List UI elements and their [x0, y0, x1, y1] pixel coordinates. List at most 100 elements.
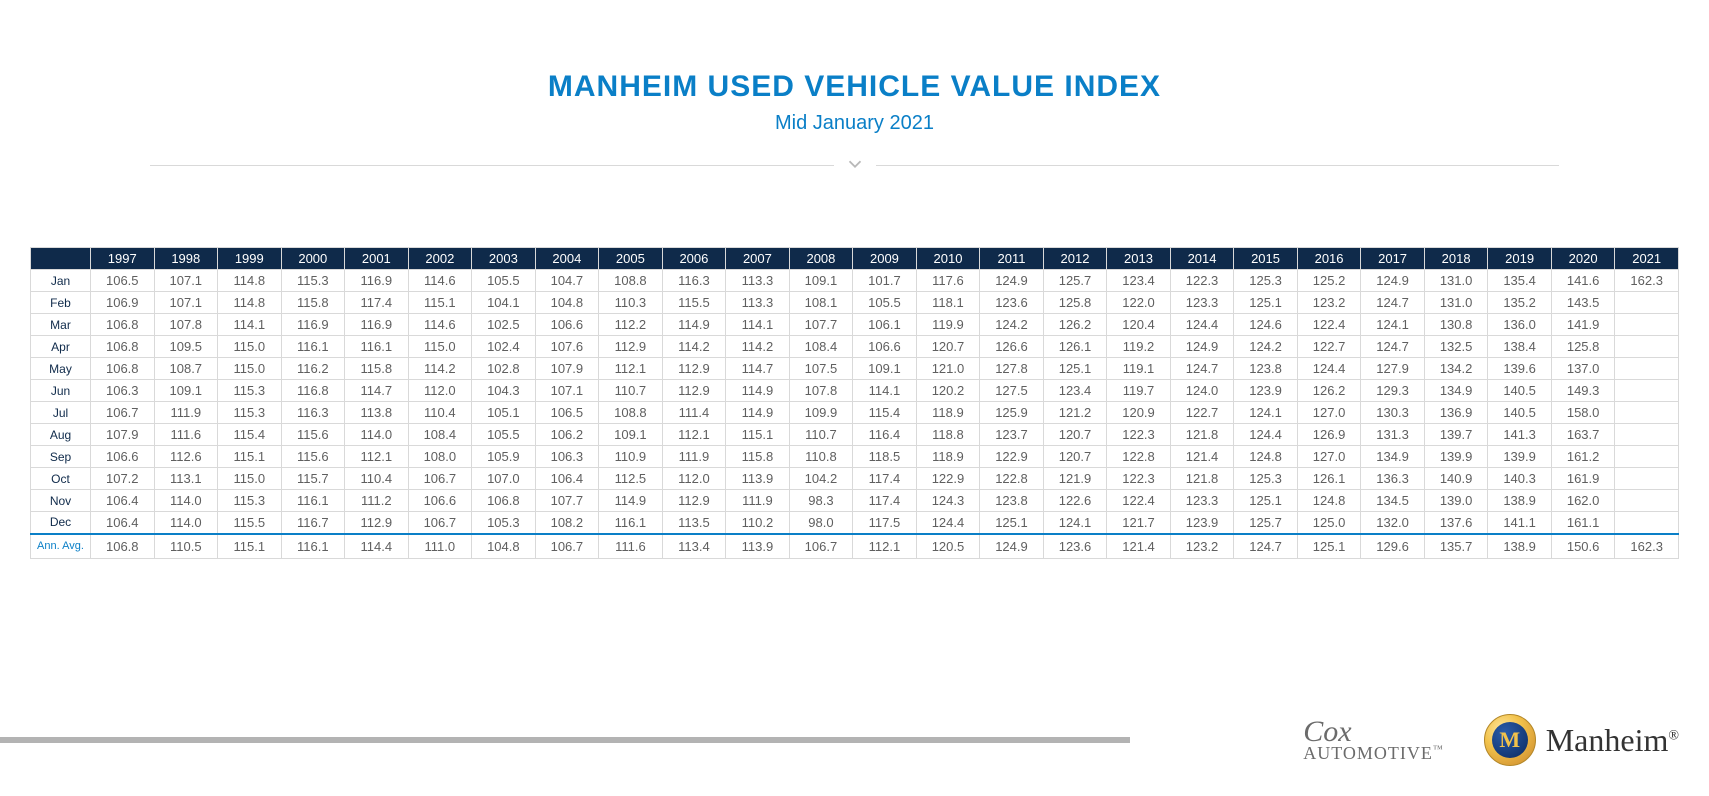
data-cell: 105.5 — [472, 270, 536, 292]
data-cell: 134.9 — [1424, 380, 1488, 402]
data-cell: 107.9 — [535, 358, 599, 380]
data-cell: 107.5 — [789, 358, 853, 380]
data-cell: 124.7 — [1170, 358, 1234, 380]
data-cell: 118.5 — [853, 446, 917, 468]
data-cell: 114.9 — [662, 314, 726, 336]
data-cell: 110.5 — [154, 534, 218, 559]
col-header-blank — [31, 248, 91, 270]
col-header-year: 2010 — [916, 248, 980, 270]
data-cell: 114.2 — [662, 336, 726, 358]
data-cell: 106.8 — [472, 490, 536, 512]
col-header-year: 2018 — [1424, 248, 1488, 270]
data-cell: 162.3 — [1615, 270, 1679, 292]
data-cell: 131.0 — [1424, 270, 1488, 292]
data-cell: 115.4 — [218, 424, 282, 446]
data-cell: 161.9 — [1551, 468, 1615, 490]
data-cell: 125.0 — [1297, 512, 1361, 534]
data-cell: 122.6 — [1043, 490, 1107, 512]
data-cell: 125.8 — [1551, 336, 1615, 358]
cox-automotive-logo: Cox AUTOMOTIVE™ — [1303, 718, 1443, 761]
data-cell: 115.6 — [281, 424, 345, 446]
data-cell: 162.0 — [1551, 490, 1615, 512]
data-cell: 115.1 — [218, 534, 282, 559]
data-cell: 138.9 — [1488, 534, 1552, 559]
data-cell: 106.8 — [91, 336, 155, 358]
data-cell: 112.9 — [662, 380, 726, 402]
data-cell: 124.2 — [1234, 336, 1298, 358]
data-cell: 119.7 — [1107, 380, 1171, 402]
data-cell — [1615, 490, 1679, 512]
data-cell: 138.9 — [1488, 490, 1552, 512]
data-cell: 149.3 — [1551, 380, 1615, 402]
col-header-year: 2008 — [789, 248, 853, 270]
data-cell: 132.5 — [1424, 336, 1488, 358]
row-label-month: Oct — [31, 468, 91, 490]
data-cell: 119.2 — [1107, 336, 1171, 358]
data-cell: 114.8 — [218, 270, 282, 292]
data-cell: 105.9 — [472, 446, 536, 468]
data-cell: 124.9 — [1361, 270, 1425, 292]
data-cell: 116.9 — [281, 314, 345, 336]
table-row-annual-avg: Ann. Avg.106.8110.5115.1116.1114.4111.01… — [31, 534, 1679, 559]
data-cell: 102.5 — [472, 314, 536, 336]
data-cell: 126.2 — [1297, 380, 1361, 402]
data-cell: 114.2 — [408, 358, 472, 380]
data-cell: 106.6 — [91, 446, 155, 468]
data-cell: 114.0 — [345, 424, 409, 446]
data-cell: 125.3 — [1234, 270, 1298, 292]
data-cell: 121.8 — [1170, 468, 1234, 490]
data-cell: 139.9 — [1488, 446, 1552, 468]
data-cell: 112.6 — [154, 446, 218, 468]
col-header-year: 2007 — [726, 248, 790, 270]
data-cell: 129.6 — [1361, 534, 1425, 559]
data-cell: 111.9 — [726, 490, 790, 512]
col-header-year: 2021 — [1615, 248, 1679, 270]
data-cell: 117.5 — [853, 512, 917, 534]
data-cell: 123.6 — [1043, 534, 1107, 559]
data-cell: 114.1 — [853, 380, 917, 402]
data-cell: 116.1 — [345, 336, 409, 358]
data-cell: 130.3 — [1361, 402, 1425, 424]
data-cell: 116.9 — [345, 270, 409, 292]
cox-logo-bottom: AUTOMOTIVE™ — [1303, 745, 1443, 761]
data-cell: 115.0 — [218, 358, 282, 380]
row-label-annual-avg: Ann. Avg. — [31, 534, 91, 559]
data-cell: 116.8 — [281, 380, 345, 402]
table-row: Sep106.6112.6115.1115.6112.1108.0105.910… — [31, 446, 1679, 468]
data-cell: 111.9 — [662, 446, 726, 468]
col-header-year: 2013 — [1107, 248, 1171, 270]
data-cell: 115.5 — [218, 512, 282, 534]
data-cell: 113.3 — [726, 292, 790, 314]
data-cell: 127.0 — [1297, 446, 1361, 468]
row-label-month: Dec — [31, 512, 91, 534]
data-cell: 122.9 — [916, 468, 980, 490]
data-cell: 123.6 — [980, 292, 1044, 314]
data-cell: 121.0 — [916, 358, 980, 380]
data-cell: 107.6 — [535, 336, 599, 358]
data-cell: 106.6 — [408, 490, 472, 512]
row-label-month: Apr — [31, 336, 91, 358]
data-cell: 122.4 — [1297, 314, 1361, 336]
data-cell: 161.2 — [1551, 446, 1615, 468]
data-cell: 106.6 — [535, 314, 599, 336]
data-cell: 140.5 — [1488, 402, 1552, 424]
data-cell: 108.7 — [154, 358, 218, 380]
data-cell — [1615, 468, 1679, 490]
data-cell: 124.4 — [1170, 314, 1234, 336]
data-cell: 110.3 — [599, 292, 663, 314]
table-row: Nov106.4114.0115.3116.1111.2106.6106.810… — [31, 490, 1679, 512]
data-cell: 116.1 — [281, 336, 345, 358]
data-cell: 114.6 — [408, 314, 472, 336]
data-cell: 141.3 — [1488, 424, 1552, 446]
data-cell: 122.7 — [1170, 402, 1234, 424]
data-cell: 106.2 — [535, 424, 599, 446]
footer-logos: Cox AUTOMOTIVE™ M Manheim® — [1303, 714, 1679, 766]
data-cell: 116.1 — [599, 512, 663, 534]
data-cell: 122.8 — [1107, 446, 1171, 468]
data-cell: 124.1 — [1361, 314, 1425, 336]
data-cell: 110.8 — [789, 446, 853, 468]
table-row: May106.8108.7115.0116.2115.8114.2102.810… — [31, 358, 1679, 380]
data-cell: 125.1 — [1234, 490, 1298, 512]
data-cell: 123.3 — [1170, 490, 1234, 512]
data-cell: 162.3 — [1615, 534, 1679, 559]
